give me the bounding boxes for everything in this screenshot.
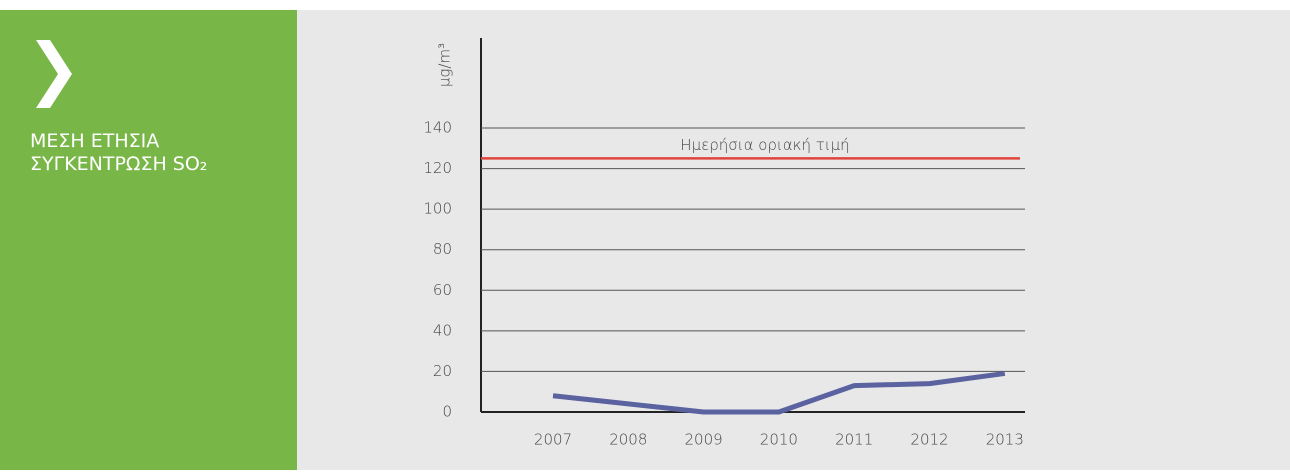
title-line: ΜΕΣΗ ΕΤΗΣΙΑ (30, 130, 160, 152)
sidebar: ΜΕΣΗ ΕΤΗΣΙΑ ΣΥΓΚΕΝΤΡΩΣΗ SO₂ (0, 10, 297, 470)
y-tick-label: 80 (433, 240, 452, 258)
y-tick-label: 100 (423, 200, 452, 218)
x-tick-label: 2013 (986, 431, 1024, 449)
y-tick-label: 20 (433, 362, 452, 380)
chart: μg/m³ 0 20 40 60 80 100 120 140 2007 2008 2009 2010… (297, 10, 1290, 470)
x-tick-label: 2008 (609, 431, 647, 449)
y-tick-label: 140 (423, 119, 452, 137)
chevron-icon (36, 40, 72, 108)
data-line (552, 370, 1006, 415)
title-line: ΣΥΓΚΕΝΤΡΩΣΗ SO₂ (30, 153, 208, 175)
y-axis-label: μg/m³ (436, 43, 454, 87)
sidebar-title: ΜΕΣΗ ΕΤΗΣΙΑ ΣΥΓΚΕΝΤΡΩΣΗ SO₂ (30, 130, 207, 176)
x-tick-label: 2007 (534, 431, 572, 449)
y-tick-label: 60 (433, 281, 452, 299)
x-tick-label: 2012 (910, 431, 948, 449)
y-tick-label: 40 (433, 321, 452, 339)
y-tick-label: 0 (442, 403, 452, 421)
x-tick-label: 2009 (685, 431, 723, 449)
limit-label: Ημερήσια οριακή τιμή (680, 136, 849, 154)
x-tick-label: 2010 (760, 431, 798, 449)
x-tick-label: 2011 (835, 431, 873, 449)
y-tick-label: 120 (423, 159, 452, 177)
chart-background (297, 10, 1290, 470)
